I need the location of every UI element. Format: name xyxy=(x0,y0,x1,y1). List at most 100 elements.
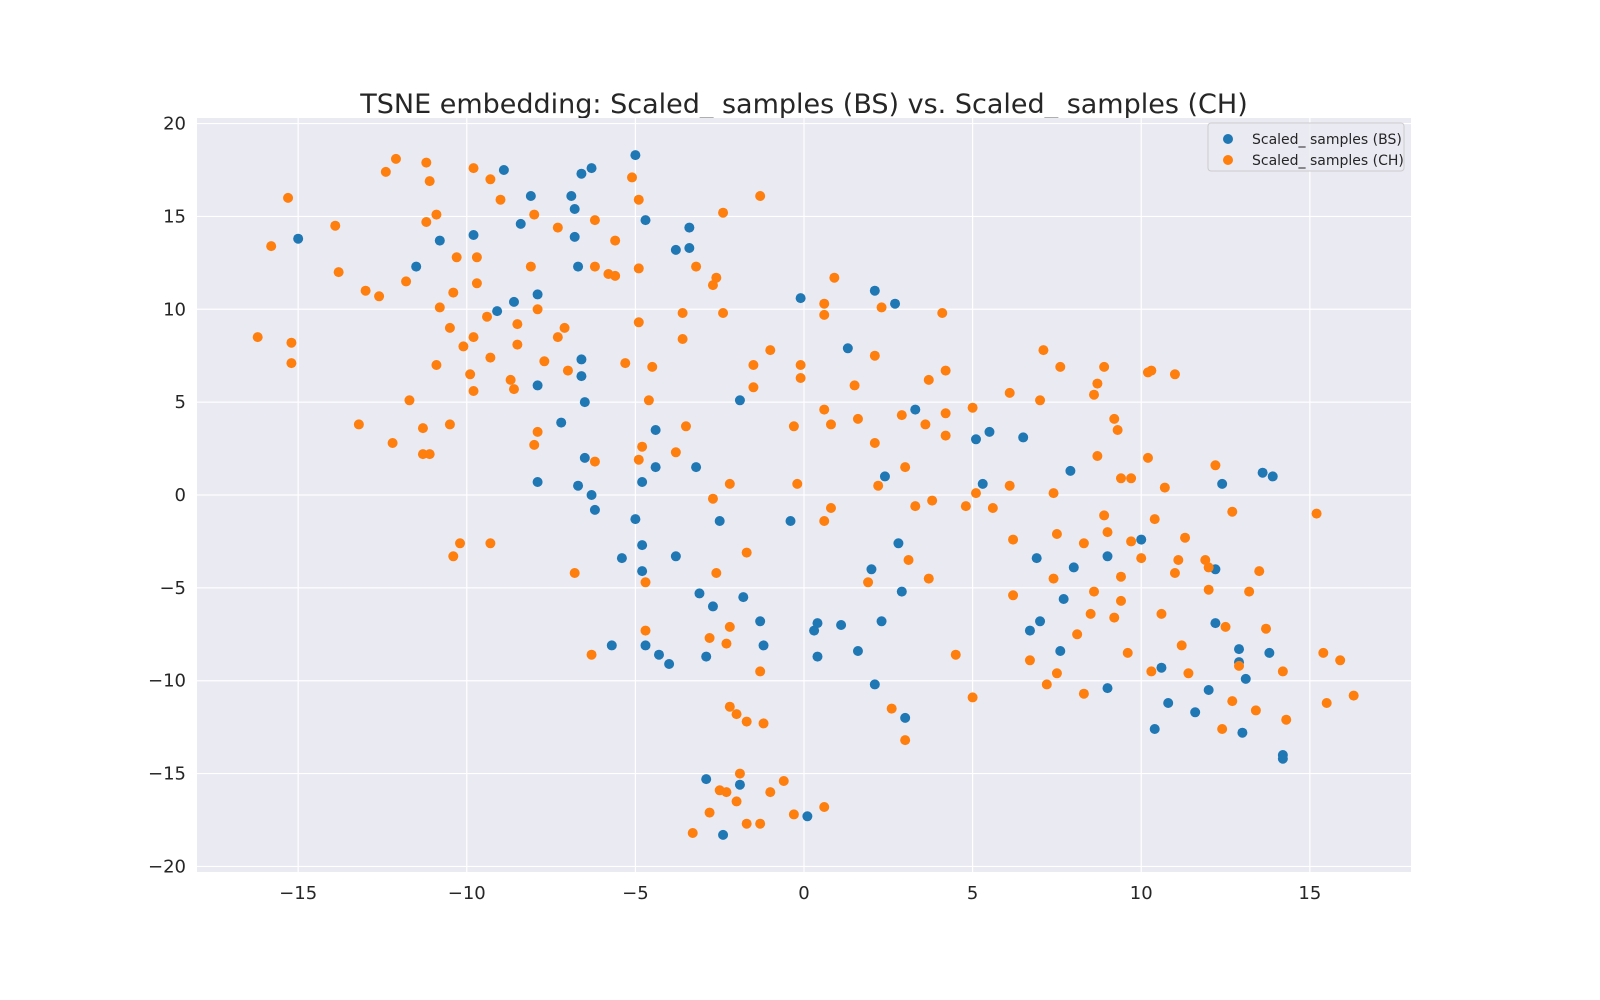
data-point xyxy=(819,516,830,526)
data-point xyxy=(1149,514,1160,525)
series-ch xyxy=(252,153,1359,838)
data-point xyxy=(1004,480,1015,491)
data-point xyxy=(1321,698,1332,708)
data-point xyxy=(374,291,385,302)
data-point xyxy=(785,516,796,526)
data-point xyxy=(1004,387,1015,398)
data-point xyxy=(448,287,459,298)
data-point xyxy=(1058,594,1069,604)
data-point xyxy=(633,194,644,205)
data-point xyxy=(940,365,951,376)
data-point xyxy=(937,308,948,318)
data-point xyxy=(495,194,506,205)
data-point xyxy=(984,426,995,437)
data-point xyxy=(896,586,907,597)
data-point xyxy=(640,577,651,588)
data-point xyxy=(788,421,799,432)
data-point xyxy=(1031,553,1042,564)
data-point xyxy=(1163,698,1174,708)
data-point xyxy=(1335,655,1346,666)
data-point xyxy=(353,419,364,430)
data-point xyxy=(701,651,712,662)
data-point xyxy=(630,150,641,161)
data-point xyxy=(637,477,648,487)
data-point xyxy=(1109,612,1120,623)
data-point xyxy=(573,261,584,272)
data-point xyxy=(829,272,840,283)
data-point xyxy=(1203,685,1214,695)
data-point xyxy=(755,616,766,627)
data-point xyxy=(1156,608,1167,619)
data-point xyxy=(1126,473,1137,484)
data-point xyxy=(721,638,732,649)
data-point xyxy=(1200,555,1211,565)
data-point xyxy=(1183,668,1194,679)
data-point xyxy=(684,222,695,233)
data-point xyxy=(485,538,496,549)
data-point xyxy=(424,176,435,187)
data-point xyxy=(512,339,523,350)
data-point xyxy=(380,166,391,177)
data-point xyxy=(569,231,580,242)
axis-ticks: −15 −10 −5 0 5 10 15 −20 −15 −10 −5 0 5 10 15 20 xyxy=(148,114,1321,904)
data-point xyxy=(707,280,718,291)
data-point xyxy=(1048,488,1059,499)
data-point xyxy=(812,651,823,662)
x-tick-label: −15 xyxy=(279,883,317,904)
data-point xyxy=(707,493,718,504)
data-point xyxy=(640,625,651,636)
data-point xyxy=(552,332,563,343)
data-point xyxy=(1085,608,1096,619)
data-point xyxy=(498,165,509,175)
data-point xyxy=(748,382,759,393)
data-point xyxy=(1048,573,1059,584)
data-point xyxy=(283,192,294,203)
data-point xyxy=(1173,555,1184,565)
data-point xyxy=(670,551,681,562)
y-tick-label: 10 xyxy=(163,299,186,320)
data-point xyxy=(1092,451,1103,461)
data-point xyxy=(1136,553,1147,564)
data-point xyxy=(1112,425,1123,435)
data-point xyxy=(758,718,769,729)
data-point xyxy=(508,384,519,395)
data-point xyxy=(1311,508,1322,519)
data-point xyxy=(893,538,904,549)
data-point xyxy=(701,774,712,785)
data-point xyxy=(879,471,890,482)
x-tick-label: 15 xyxy=(1298,883,1321,904)
data-point xyxy=(714,516,725,526)
data-point xyxy=(286,358,297,369)
data-point xyxy=(1078,688,1089,699)
data-point xyxy=(576,168,587,179)
data-point xyxy=(633,263,644,274)
legend: Scaled_ samples (BS) Scaled_ samples (CH… xyxy=(1207,122,1405,172)
data-point xyxy=(910,404,921,415)
data-point xyxy=(586,649,597,660)
data-point xyxy=(643,395,654,406)
data-point xyxy=(819,802,830,812)
data-point xyxy=(795,293,806,304)
data-point xyxy=(1227,696,1238,707)
data-point xyxy=(505,374,516,385)
data-point xyxy=(1220,621,1231,632)
data-point xyxy=(1136,534,1147,545)
data-point xyxy=(1099,361,1110,372)
y-tick-label: −15 xyxy=(148,764,186,785)
data-point xyxy=(525,191,536,201)
data-point xyxy=(468,163,479,174)
data-point xyxy=(1038,345,1049,356)
data-point xyxy=(532,380,543,391)
data-point xyxy=(819,404,830,415)
data-point xyxy=(1055,646,1066,656)
data-point xyxy=(1264,647,1275,658)
data-point xyxy=(1072,629,1083,640)
data-point xyxy=(485,352,496,363)
data-points xyxy=(252,150,1359,840)
data-point xyxy=(1267,471,1278,482)
data-point xyxy=(734,768,745,779)
data-point xyxy=(468,230,479,240)
data-point xyxy=(1277,753,1288,764)
data-point xyxy=(741,716,752,727)
data-point xyxy=(724,478,735,489)
